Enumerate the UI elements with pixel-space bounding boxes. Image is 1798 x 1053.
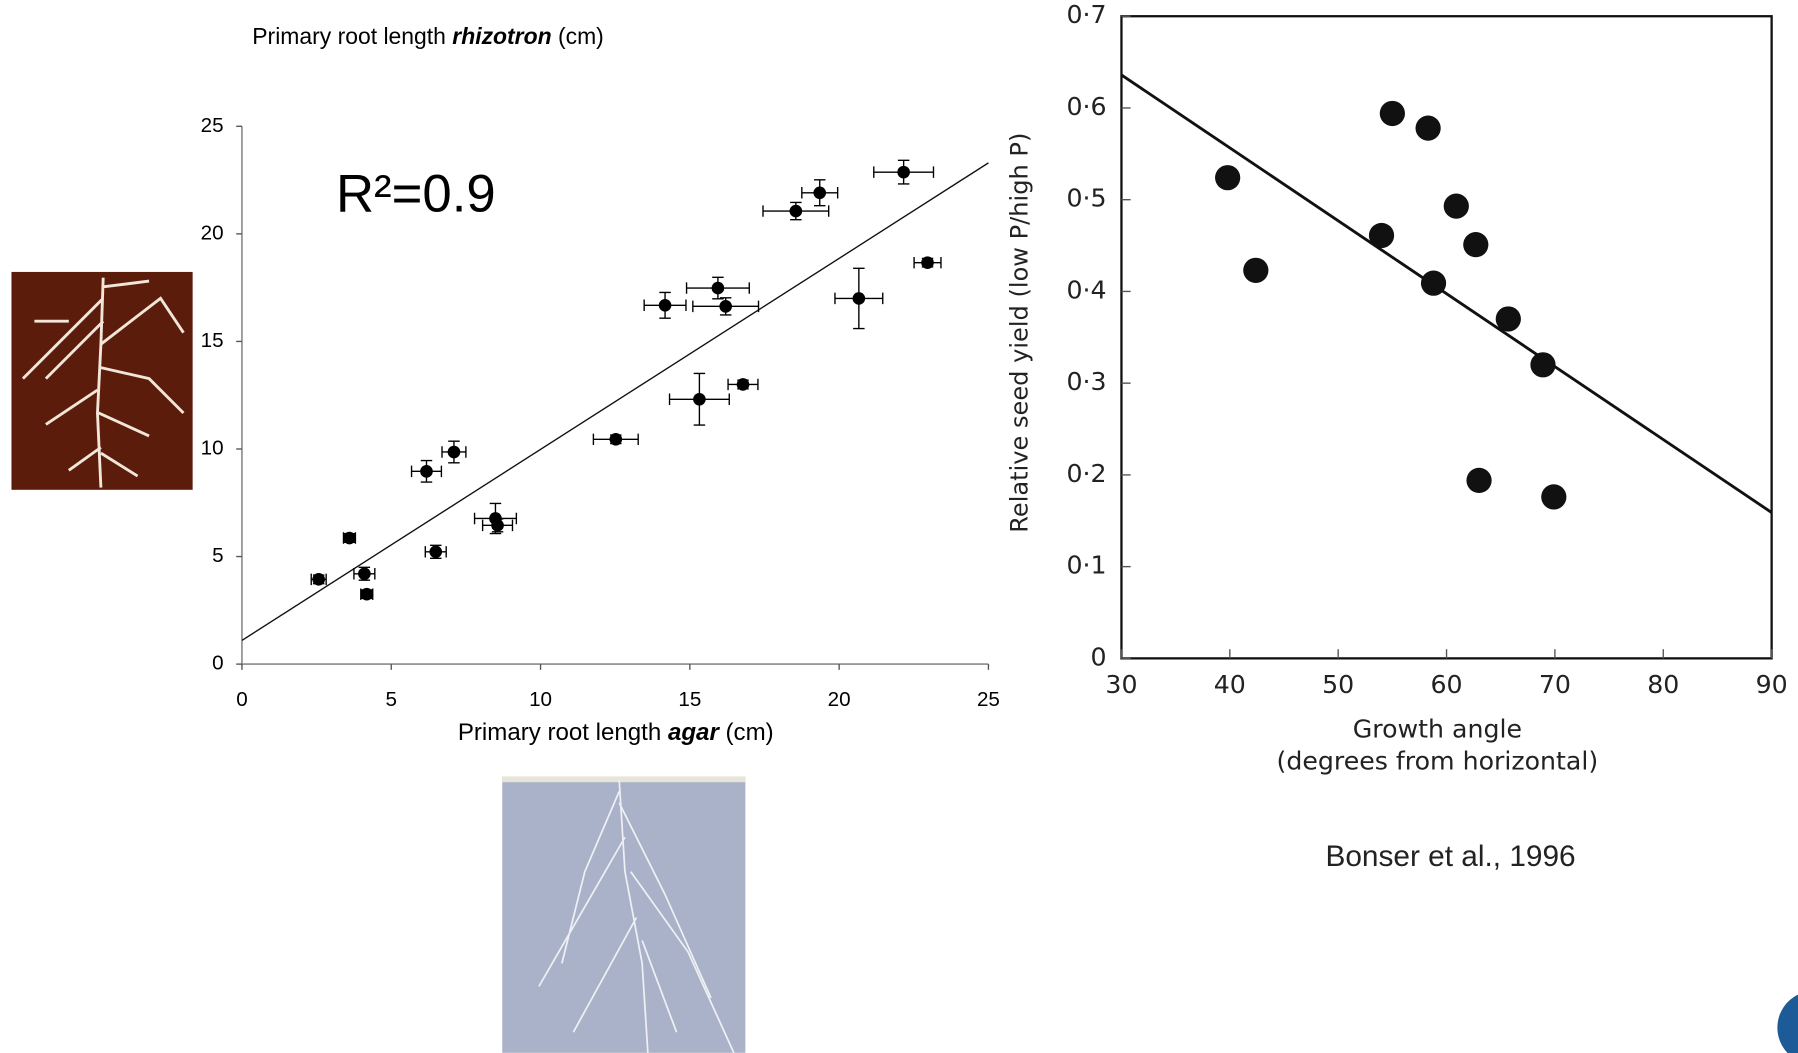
x-tick-label: 70 xyxy=(1539,670,1571,699)
data-point xyxy=(447,445,461,459)
x-axis-title: Growth angle xyxy=(1353,715,1522,744)
x-tick-label: 90 xyxy=(1756,670,1788,699)
plot-frame xyxy=(1120,15,1773,660)
x-tick-label: 60 xyxy=(1430,670,1462,699)
root-photo xyxy=(11,271,193,490)
y-tick-label: 10 xyxy=(201,436,224,459)
data-point xyxy=(1420,270,1447,296)
data-point xyxy=(736,378,750,391)
data-point xyxy=(360,587,374,601)
data-point xyxy=(358,567,371,581)
data-point xyxy=(693,392,706,406)
root-photo xyxy=(502,776,746,1053)
y-tick-label: 0·6 xyxy=(1066,92,1106,121)
label-part: Primary root length xyxy=(252,23,446,49)
data-point xyxy=(1530,352,1556,378)
data-point xyxy=(658,298,672,312)
y-tick-label: 0·3 xyxy=(1066,367,1106,396)
data-point xyxy=(711,281,725,295)
x-axis-title: (degrees from horizontal) xyxy=(1277,747,1599,776)
x-tick-label: 80 xyxy=(1647,670,1679,699)
data-point xyxy=(852,292,866,305)
data-point xyxy=(312,573,325,586)
y-tick-label: 0·4 xyxy=(1066,275,1106,304)
chart: 0 0·1 0·2 0·3 0·4 0·5 0·6 0·7 30 40 50 60 70 80 90 Rela… xyxy=(1006,0,1788,873)
y-tick-label: 25 xyxy=(201,114,224,137)
trendline xyxy=(241,162,989,642)
x-tick-label: 30 xyxy=(1105,670,1137,699)
x-tick-label: 0 xyxy=(236,688,247,711)
x-tick-label: 25 xyxy=(977,688,1000,711)
x-tick-label: 40 xyxy=(1214,670,1246,699)
data-point xyxy=(609,432,623,446)
data-point xyxy=(921,256,934,269)
data-point xyxy=(1415,115,1441,141)
y-tick-label: 15 xyxy=(201,329,224,352)
chart: 0 5 10 15 20 25 0 5 10 15 20 25 Primary root length … xyxy=(201,23,1000,746)
data-point xyxy=(1443,193,1469,219)
y-tick-label: 0·2 xyxy=(1066,459,1106,488)
y-tick-label: 0·7 xyxy=(1066,0,1106,29)
data-point xyxy=(420,465,433,478)
trendline xyxy=(1120,73,1773,514)
y-tick-label: 0·1 xyxy=(1066,551,1106,580)
y-axis-title: Primary root length rhizotron (cm) xyxy=(252,23,604,49)
y-tick-label: 5 xyxy=(212,544,223,567)
label-part: (cm) xyxy=(558,23,604,49)
data-point xyxy=(1368,222,1395,249)
data-point xyxy=(1495,306,1521,332)
label-part: (cm) xyxy=(726,719,774,746)
x-tick-label: 50 xyxy=(1322,670,1354,699)
x-tick-label: 10 xyxy=(529,688,552,711)
label-part: rhizotron xyxy=(452,23,551,49)
data-point xyxy=(1243,257,1269,283)
data-point xyxy=(429,545,443,559)
data-point xyxy=(813,186,827,200)
label-part: agar xyxy=(668,719,720,746)
data-point xyxy=(897,165,910,179)
y-tick-label: 20 xyxy=(201,221,224,244)
data-point xyxy=(1379,100,1405,127)
slide-badge xyxy=(1777,994,1798,1053)
y-axis-title: Relative seed yield (low P/high P) xyxy=(1006,133,1034,533)
data-point xyxy=(1541,484,1567,510)
x-tick-label: 5 xyxy=(386,688,397,711)
source-note: Bonser et al., 1996 xyxy=(1325,840,1575,873)
data-point xyxy=(719,300,732,313)
data-point xyxy=(491,519,504,532)
data-point xyxy=(1463,232,1489,258)
label-part: Primary root length xyxy=(458,719,661,746)
x-axis-title: Primary root length agar (cm) xyxy=(458,719,774,746)
y-tick-label: 0 xyxy=(212,652,223,675)
data-point xyxy=(343,531,356,545)
y-tick-label: 0·5 xyxy=(1066,184,1106,213)
data-point xyxy=(1466,467,1492,494)
x-tick-label: 15 xyxy=(678,688,701,711)
x-tick-label: 20 xyxy=(828,688,851,711)
data-point xyxy=(1215,165,1241,191)
y-tick-label: 0 xyxy=(1091,642,1107,671)
annotation: R²=0.9 xyxy=(336,164,496,223)
data-point xyxy=(789,204,803,218)
